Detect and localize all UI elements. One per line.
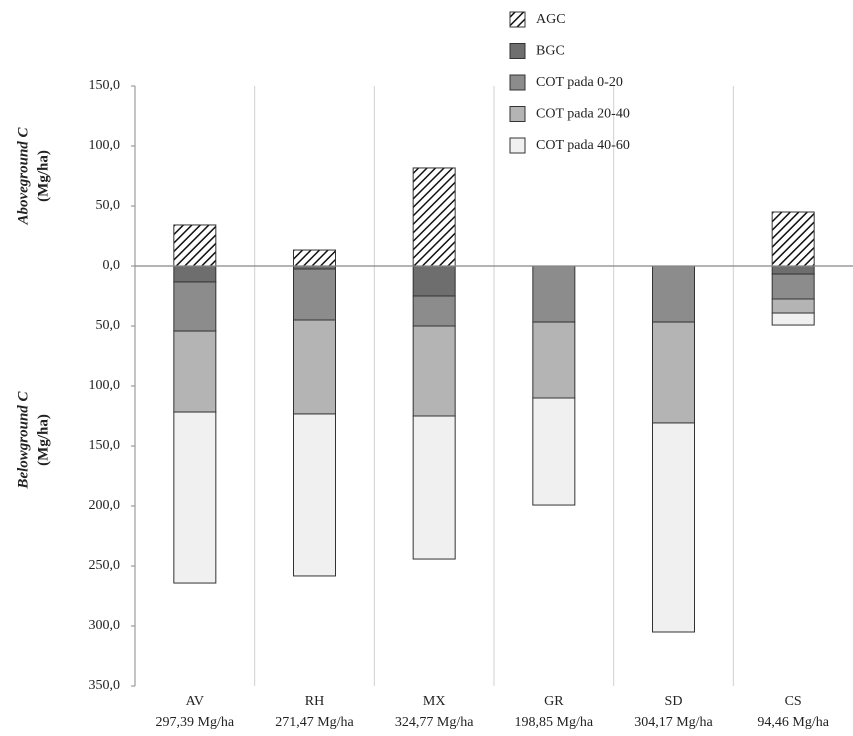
y-tick-label: 0,0 bbox=[103, 258, 121, 273]
bar-segment bbox=[532, 397, 576, 506]
bar-segment bbox=[293, 249, 336, 267]
x-tick-label: MX bbox=[423, 694, 446, 709]
category-total: 198,85 Mg/ha bbox=[515, 715, 594, 730]
y-axis-title-upper: Aboveground C bbox=[15, 126, 31, 225]
x-tick-label: SD bbox=[665, 694, 683, 709]
bar-segment bbox=[293, 268, 336, 321]
bar-segment bbox=[293, 319, 336, 415]
y-axis-unit-upper: (Mg/ha) bbox=[35, 150, 51, 202]
legend-label: BGC bbox=[536, 44, 565, 59]
y-tick-label: 50,0 bbox=[96, 198, 121, 213]
category-total: 297,39 Mg/ha bbox=[156, 715, 235, 730]
y-tick-label: 150,0 bbox=[89, 438, 121, 453]
legend-label: COT pada 40-60 bbox=[536, 138, 630, 153]
bar-segment bbox=[173, 411, 217, 584]
category-total: 304,17 Mg/ha bbox=[634, 715, 713, 730]
bar-segment bbox=[532, 321, 576, 399]
y-tick-label: 150,0 bbox=[89, 78, 121, 93]
category-total: 271,47 Mg/ha bbox=[275, 715, 354, 730]
category-total: 94,46 Mg/ha bbox=[757, 715, 829, 730]
bar-segment bbox=[771, 211, 815, 267]
legend-swatch bbox=[509, 11, 526, 28]
bar-segment bbox=[173, 224, 217, 267]
y-tick-label: 300,0 bbox=[89, 618, 121, 633]
legend-label: AGC bbox=[536, 12, 566, 27]
bar-segment bbox=[173, 281, 217, 332]
bar-segment bbox=[412, 415, 456, 560]
x-tick-label: CS bbox=[785, 694, 802, 709]
bar-segment bbox=[652, 422, 695, 633]
legend-swatch bbox=[509, 106, 526, 122]
bar-segment bbox=[412, 325, 456, 417]
y-axis-unit-lower: (Mg/ha) bbox=[35, 414, 51, 466]
bar-segment bbox=[532, 265, 576, 323]
bar-segment bbox=[771, 265, 815, 275]
bar-segment bbox=[173, 330, 217, 413]
y-tick-label: 200,0 bbox=[89, 498, 121, 513]
y-tick-label: 50,0 bbox=[96, 318, 121, 333]
legend-swatch bbox=[509, 137, 526, 154]
bar-segment bbox=[652, 321, 695, 424]
legend-swatch bbox=[509, 74, 526, 91]
bar-segment bbox=[771, 298, 815, 314]
x-tick-label: RH bbox=[305, 694, 324, 709]
bar-segment bbox=[771, 312, 815, 326]
category-total: 324,77 Mg/ha bbox=[395, 715, 474, 730]
legend-swatch bbox=[509, 43, 526, 59]
bar-segment bbox=[652, 265, 695, 323]
bar-segment bbox=[293, 413, 336, 577]
legend-label: COT pada 0-20 bbox=[536, 75, 623, 90]
bar-segment bbox=[412, 265, 456, 297]
y-tick-label: 250,0 bbox=[89, 558, 121, 573]
bar-segment bbox=[771, 273, 815, 300]
y-axis-title-lower: Belowground C bbox=[15, 390, 31, 489]
x-tick-label: AV bbox=[186, 694, 204, 709]
y-tick-label: 100,0 bbox=[89, 138, 121, 153]
y-tick-label: 350,0 bbox=[89, 678, 121, 693]
bar-segment bbox=[412, 295, 456, 327]
y-tick-label: 100,0 bbox=[89, 378, 121, 393]
legend-label: COT pada 20-40 bbox=[536, 107, 630, 122]
bar-segment bbox=[173, 265, 217, 283]
bar-segment bbox=[412, 167, 456, 267]
x-tick-label: GR bbox=[544, 694, 564, 709]
